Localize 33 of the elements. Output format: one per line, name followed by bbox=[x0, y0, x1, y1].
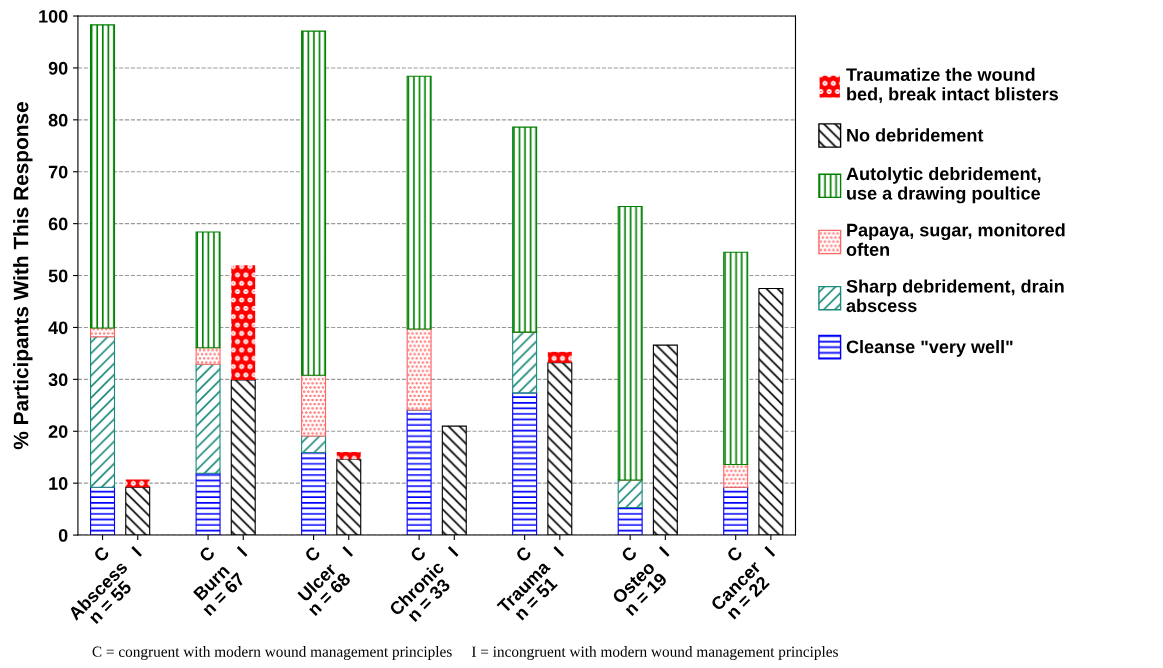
y-tick-label: 40 bbox=[48, 321, 68, 335]
x-tick-label: C bbox=[409, 545, 427, 563]
x-tick-label: I bbox=[131, 546, 142, 557]
legend-label: Cleanse "very well" bbox=[846, 339, 1013, 357]
x-tick-label: I bbox=[553, 546, 565, 557]
y-tick-label: 70 bbox=[48, 165, 68, 179]
x-tick-label: C bbox=[303, 545, 322, 563]
x-tick-label: I bbox=[764, 546, 776, 557]
legend-label: Traumatize the wound bed, break intact blisters bbox=[846, 67, 1058, 104]
y-tick-label: 10 bbox=[49, 477, 68, 490]
x-tick-label: C bbox=[92, 545, 111, 563]
x-tick-label: C bbox=[726, 545, 744, 563]
y-axis-title: % Participants With This Response bbox=[13, 102, 33, 450]
x-tick-label: C bbox=[514, 545, 533, 563]
legend-label: Papaya, sugar, monitored often bbox=[846, 223, 1065, 256]
text: C = congruent with modern wound management principles I = incongruent with modern wound management principles bbox=[92, 646, 838, 660]
legend-label: Sharp debridement, drain abscess bbox=[846, 279, 1064, 313]
y-tick-label: 30 bbox=[48, 373, 68, 387]
y-tick-label: 20 bbox=[48, 425, 68, 438]
x-tick-label: I bbox=[447, 546, 459, 557]
x-tick-label: I bbox=[342, 546, 353, 557]
y-tick-label: 90 bbox=[48, 61, 68, 75]
y-tick-label: 100 bbox=[39, 9, 68, 23]
legend-label: Autolytic debridement, use a drawing poultice bbox=[846, 166, 1041, 204]
x-tick-label: C bbox=[198, 545, 216, 563]
y-tick-label: 0 bbox=[58, 529, 68, 542]
legend-label: No debridement bbox=[847, 128, 984, 142]
y-tick-label: 50 bbox=[48, 269, 68, 283]
x-tick-label: I bbox=[658, 546, 670, 557]
x-tick-label: C bbox=[620, 545, 638, 563]
x-tick-label: I bbox=[236, 546, 248, 557]
y-tick-label: 60 bbox=[48, 217, 68, 231]
y-tick-label: 80 bbox=[48, 113, 68, 127]
